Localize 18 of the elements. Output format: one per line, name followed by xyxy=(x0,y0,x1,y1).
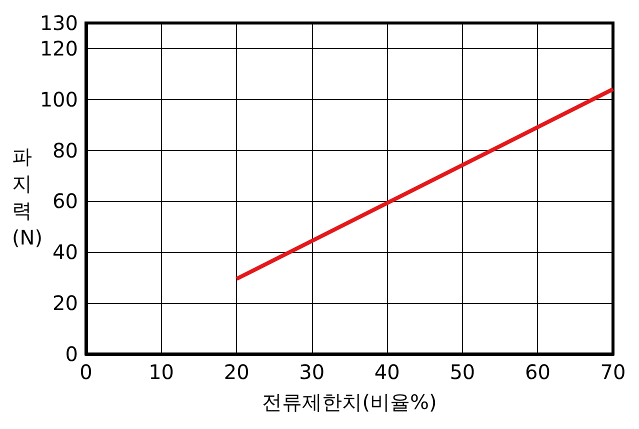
x-tick-label: 0 xyxy=(80,360,92,384)
x-tick-label: 10 xyxy=(148,360,174,384)
y-axis-title: 파지력(N) xyxy=(12,144,43,250)
y-tick-label: 40 xyxy=(52,240,78,264)
y-tick-label: 100 xyxy=(40,87,78,112)
x-tick-label: 60 xyxy=(524,360,550,384)
y-tick-label: 80 xyxy=(52,138,78,162)
y-tick-label: 0 xyxy=(65,342,78,366)
y-tick-label: 60 xyxy=(52,189,78,214)
y-tick-label: 120 xyxy=(40,36,78,60)
x-tick-label: 30 xyxy=(299,360,325,384)
x-tick-label: 50 xyxy=(450,360,476,384)
x-tick-label: 40 xyxy=(374,360,400,384)
y-tick-label: 20 xyxy=(52,291,78,316)
x-tick-label: 70 xyxy=(600,360,626,384)
x-axis-title: 전류제한치(비율%) xyxy=(262,390,437,414)
y-tick-label: 130 xyxy=(40,11,78,35)
x-tick-label: 20 xyxy=(224,360,250,384)
